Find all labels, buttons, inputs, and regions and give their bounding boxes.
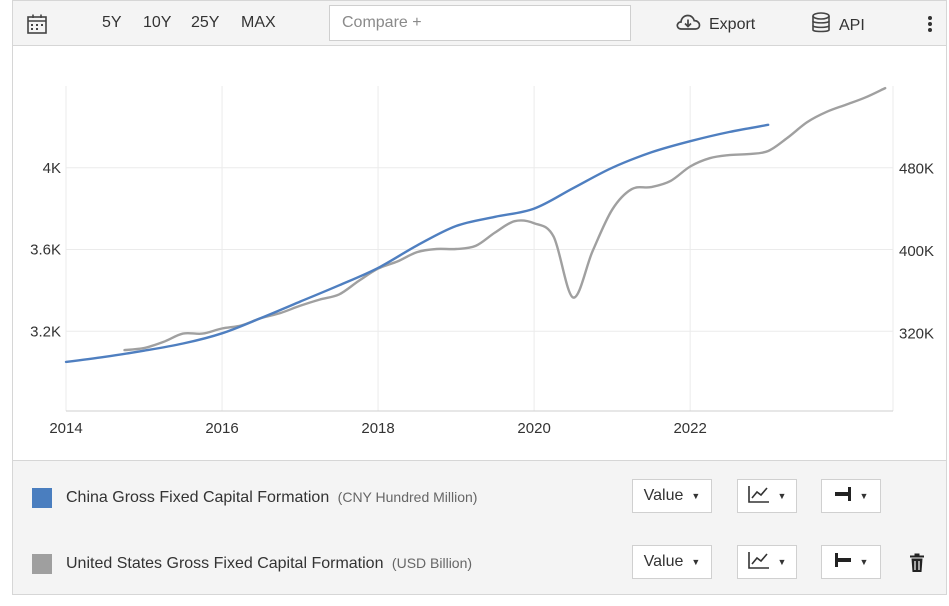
value-type-label: Value: [643, 487, 684, 504]
series-unit: (CNY Hundred Million): [337, 489, 478, 505]
x-tick-label: 2020: [517, 420, 550, 437]
series-color-swatch[interactable]: [32, 554, 52, 574]
chart-type-dropdown[interactable]: ▼: [737, 545, 797, 579]
axis-side-dropdown[interactable]: ▼: [821, 545, 881, 579]
toolbar: 5Y 10Y 25Y MAX Export API: [12, 0, 947, 46]
x-tick-label: 2016: [205, 420, 238, 437]
value-type-dropdown[interactable]: Value ▼: [632, 479, 712, 513]
series-row-united-states: United States Gross Fixed Capital Format…: [13, 529, 946, 595]
compare-input[interactable]: [329, 5, 631, 41]
range-25y-button[interactable]: 25Y: [191, 14, 220, 31]
range-max-button[interactable]: MAX: [241, 14, 276, 31]
series-unit: (USD Billion): [391, 555, 473, 571]
caret-down-icon: ▼: [859, 491, 869, 501]
y-right-tick-label: 480K: [899, 161, 934, 178]
export-label: Export: [709, 15, 756, 33]
y-left-tick-label: 4K: [43, 160, 61, 177]
caret-down-icon: ▼: [777, 491, 787, 501]
more-options-icon[interactable]: [927, 15, 933, 38]
x-tick-label: 2022: [673, 420, 706, 437]
database-icon: [811, 12, 831, 39]
y-right-tick-label: 400K: [899, 243, 934, 260]
series-line-china: [64, 123, 770, 364]
calendar-icon[interactable]: [26, 13, 48, 40]
range-10y-button[interactable]: 10Y: [143, 14, 172, 31]
value-type-dropdown[interactable]: Value ▼: [632, 545, 712, 579]
value-type-label: Value: [643, 553, 684, 570]
series-name: United States Gross Fixed Capital Format…: [66, 555, 384, 572]
export-button[interactable]: Export: [675, 12, 755, 37]
caret-down-icon: ▼: [691, 491, 701, 501]
y-left-tick-label: 3.2K: [30, 323, 61, 340]
api-button[interactable]: API: [811, 12, 865, 39]
x-tick-label: 2014: [49, 420, 82, 437]
axis-right-icon: [834, 486, 852, 507]
line-chart: 2014 2016 2018 2020 2022 4K 3.6K 3.2K 480K 400K 32…: [30, 86, 934, 437]
caret-down-icon: ▼: [859, 557, 869, 567]
chart-type-dropdown[interactable]: ▼: [737, 479, 797, 513]
x-tick-label: 2018: [361, 420, 394, 437]
axis-side-dropdown[interactable]: ▼: [821, 479, 881, 513]
y-left-tick-label: 3.6K: [30, 242, 61, 259]
trash-icon[interactable]: [909, 553, 925, 578]
series-row-china: China Gross Fixed Capital Formation (CNY…: [13, 463, 946, 529]
series-label: China Gross Fixed Capital Formation (CNY…: [66, 489, 477, 507]
caret-down-icon: ▼: [777, 557, 787, 567]
y-right-tick-label: 320K: [899, 326, 934, 343]
caret-down-icon: ▼: [691, 557, 701, 567]
series-panel: China Gross Fixed Capital Formation (CNY…: [12, 460, 947, 595]
line-chart-icon: [747, 485, 770, 508]
series-color-swatch[interactable]: [32, 488, 52, 508]
api-label: API: [839, 16, 865, 34]
series-label: United States Gross Fixed Capital Format…: [66, 555, 472, 573]
cloud-download-icon: [675, 12, 701, 37]
line-chart-icon: [747, 551, 770, 574]
series-name: China Gross Fixed Capital Formation: [66, 489, 330, 506]
series-line-united-states: [123, 86, 887, 352]
axis-left-icon: [834, 552, 852, 573]
range-5y-button[interactable]: 5Y: [102, 14, 122, 31]
